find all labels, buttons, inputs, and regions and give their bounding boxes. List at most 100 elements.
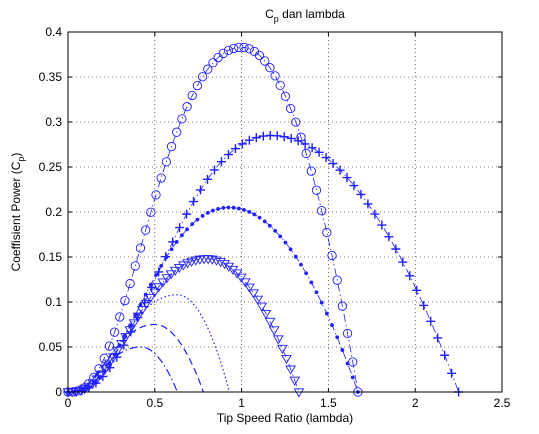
dot-marker [262, 219, 267, 224]
dot-marker [309, 280, 314, 285]
plus-marker [314, 147, 324, 157]
triangle-down-marker [272, 335, 284, 345]
dot-marker [314, 290, 319, 295]
circle-marker [265, 63, 275, 73]
dot-marker [299, 262, 303, 267]
plus-marker [244, 135, 254, 145]
triangle-down-marker [285, 365, 297, 375]
circle-marker [244, 44, 254, 54]
plus-marker [405, 271, 415, 281]
dot-marker [273, 228, 277, 233]
circle-marker [192, 80, 203, 91]
plus-marker [189, 197, 199, 207]
series-layer [62, 42, 464, 398]
dot-marker [257, 215, 262, 220]
dot-marker [138, 302, 143, 307]
triangle-down-marker [132, 312, 144, 322]
circle-marker [151, 190, 161, 200]
circle-marker [182, 101, 192, 112]
dot-marker [174, 240, 179, 244]
circle-marker [197, 72, 208, 82]
circle-marker [115, 312, 125, 322]
triangle-down-marker [244, 283, 255, 293]
y-tick-label: 0.05 [39, 340, 63, 354]
dot-marker [226, 205, 231, 210]
chart-title-sub: p [274, 14, 279, 24]
circle-marker [270, 71, 280, 81]
plus-marker [342, 173, 352, 183]
dot-marker [288, 247, 293, 252]
plus-marker [412, 285, 422, 295]
circle-marker [285, 103, 296, 114]
x-tick-label: 2 [412, 396, 419, 410]
plus-marker [321, 153, 331, 163]
circle-marker [208, 58, 218, 68]
triangle-down-marker [260, 309, 272, 320]
triangle-down-marker [161, 274, 173, 284]
dot-marker [159, 263, 164, 268]
triangle-down-marker [223, 262, 235, 272]
plus-marker [182, 209, 192, 219]
plus-marker [230, 144, 240, 154]
dot-marker [242, 207, 246, 212]
plus-marker [307, 143, 317, 153]
plus-marker [335, 165, 345, 175]
series-2 [63, 131, 464, 397]
plus-marker [377, 220, 387, 230]
dot-marker [278, 234, 283, 239]
dot-marker [236, 206, 241, 211]
triangle-down-marker [178, 261, 189, 271]
circle-marker [130, 261, 140, 271]
circle-marker [229, 43, 239, 54]
x-axis-label: Tip Speed Ratio (lambda) [217, 411, 353, 425]
plus-marker [433, 333, 443, 343]
triangle-down-marker [128, 319, 140, 329]
dot-marker [340, 348, 345, 352]
triangle-down-marker [256, 302, 268, 312]
triangle-down-marker [264, 317, 276, 328]
triangle-down-marker [157, 278, 169, 288]
circle-marker [301, 148, 311, 159]
plus-marker [398, 257, 408, 267]
x-tick-label: 2.5 [494, 396, 511, 410]
circle-marker [311, 185, 322, 195]
y-tick-label: 0.3 [45, 115, 62, 129]
circle-marker [146, 207, 156, 217]
y-tick-label: 0.2 [45, 205, 62, 219]
dot-marker [335, 335, 340, 340]
dot-marker [179, 233, 184, 238]
plus-marker [447, 368, 457, 378]
triangle-down-marker [149, 288, 160, 298]
circle-marker [203, 64, 213, 74]
circle-marker [166, 141, 177, 152]
triangle-down-marker [173, 263, 185, 274]
series-line [67, 135, 459, 393]
plus-marker [272, 131, 282, 141]
plus-marker [356, 189, 366, 199]
plus-marker [209, 165, 219, 175]
dot-marker [304, 271, 309, 276]
circle-marker [125, 278, 135, 289]
triangle-down-marker [136, 306, 148, 316]
dot-marker [350, 375, 355, 380]
triangle-down-marker [145, 294, 156, 304]
triangle-down-marker [239, 278, 251, 288]
circle-marker [275, 80, 285, 91]
dot-marker [268, 223, 272, 228]
triangle-down-marker [211, 256, 222, 266]
circle-marker [327, 250, 337, 261]
chart-title-rest: dan lambda [279, 7, 345, 21]
series-line [67, 207, 359, 393]
circle-marker [109, 327, 120, 337]
triangle-down-marker [219, 260, 231, 270]
dot-marker [324, 311, 329, 316]
y-axis-label-main: Coeffisient Power (C [9, 161, 23, 271]
plus-marker [384, 232, 394, 242]
series-line [68, 294, 231, 393]
circle-marker [322, 227, 332, 238]
dot-marker [330, 323, 334, 328]
x-tick-label: 0 [65, 396, 72, 410]
plus-marker [300, 139, 310, 149]
triangle-down-marker [281, 354, 292, 365]
circle-marker [342, 328, 353, 339]
